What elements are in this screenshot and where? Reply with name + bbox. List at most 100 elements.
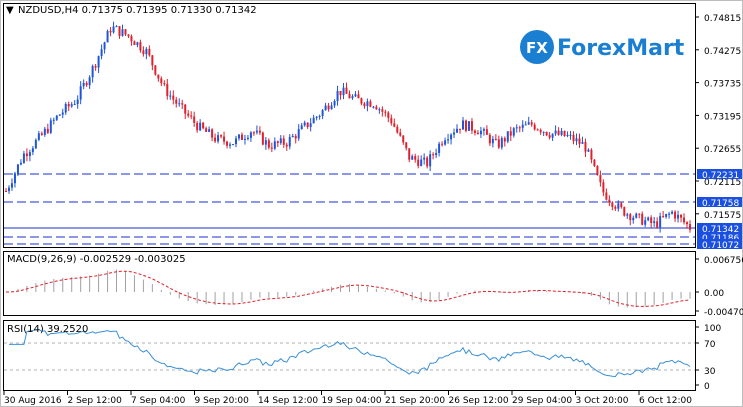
candle-body [363,103,366,107]
candle-body [482,129,485,131]
candle-body [139,42,142,51]
macd-signal-line [6,270,691,307]
time-tick-label: 26 Sep 12:00 [449,396,509,406]
candle-body [390,117,393,124]
candle-body [617,203,620,209]
candle-body [626,214,629,216]
candle-body [118,26,121,36]
candle-body [76,99,79,105]
candle-body [548,135,551,138]
candle-body [112,26,115,33]
horizontal-levels [4,173,695,245]
candle-body [488,134,491,144]
candle-body [560,130,563,135]
rsi-pane[interactable]: RSI(14) 39.2520 [3,320,696,391]
candle-body [584,142,587,152]
candle-body [557,130,560,135]
candle-body [13,173,16,184]
price-tick-label: 0.73735 [704,80,741,90]
candle-body [515,127,518,129]
rsi-pane-border [3,320,696,391]
time-tick-label: 14 Sep 12:00 [258,396,318,406]
candle-body [417,159,420,166]
price-pane[interactable]: ▼ NZDUSD,H4 0.71375 0.71395 0.71330 0.71… [3,3,696,248]
candle-body [19,162,22,165]
candle-body [414,156,417,160]
candle-body [500,138,503,148]
candle-body [381,109,384,112]
candle-body [354,94,357,97]
candle-body [441,143,444,145]
macd-tick-label: 0.006756 [704,256,743,266]
candle-body [432,154,435,156]
rsi-label: RSI(14) 39.2520 [7,324,88,335]
candle-body [378,109,381,111]
candle-body [518,127,521,129]
candle-body [306,122,309,127]
candle-body [635,213,638,218]
candle-body [294,135,297,139]
price-axis: 0.74815 0.74275 0.73735 0.73195 0.72655 0.721… [695,14,742,251]
time-tick-label: 19 Sep 04:00 [322,396,382,406]
candle-body [22,153,25,163]
candle-body [312,117,315,124]
candle-body [605,192,608,200]
price-pane-border [3,3,696,248]
candle-body [572,134,575,142]
candle-body [464,120,467,131]
forexmart-logo: FX ForexMart [520,30,685,64]
candle-body [133,41,136,46]
candle-body [291,135,294,138]
collapse-arrow-icon[interactable]: ▼ [6,5,14,16]
candle-body [243,138,246,140]
candle-body [142,50,145,55]
candle-body [234,138,237,145]
candle-body [103,42,106,50]
candle-body [629,214,632,221]
candle-body [426,157,429,167]
candle-body [255,130,258,133]
macd-histogram [17,269,691,308]
candle-body [662,216,665,218]
candle-body [5,191,7,193]
candle-body [393,123,396,127]
candlesticks [5,21,691,233]
candle-body [674,211,677,219]
candle-body [411,156,414,160]
candle-body [169,95,172,97]
candle-body [249,132,252,138]
candle-body [43,128,46,135]
candle-body [237,134,240,139]
candle-body [106,30,109,43]
candle-body [246,137,249,139]
candle-body [264,140,267,145]
candle-body [644,220,647,225]
candle-body [650,217,653,224]
level-price-badge [697,239,742,249]
candle-body [476,132,479,135]
candle-body [372,106,375,108]
candle-body [680,214,683,218]
candle-body [614,206,617,209]
candle-body [456,128,459,133]
level-price-label: 0.71072 [702,241,739,251]
candle-body [497,139,500,148]
candle-body [450,134,453,140]
candle-body [647,217,650,221]
candle-body [205,128,208,132]
candle-body [399,132,402,136]
candle-body [384,111,387,113]
candle-body [632,217,635,221]
macd-pane[interactable]: MACD(9,26,9) -0.002529 -0.003025 [3,251,696,316]
chart-header: ▼ NZDUSD,H4 0.71375 0.71395 0.71330 0.71… [6,5,257,16]
candle-body [160,78,163,84]
candle-body [602,182,605,193]
candle-body [258,130,261,133]
candle-body [530,122,533,125]
candle-body [575,138,578,142]
candle-body [641,213,644,225]
candle-body [285,144,288,147]
macd-tick-label: 0.00 [704,289,724,299]
candle-body [145,48,148,55]
